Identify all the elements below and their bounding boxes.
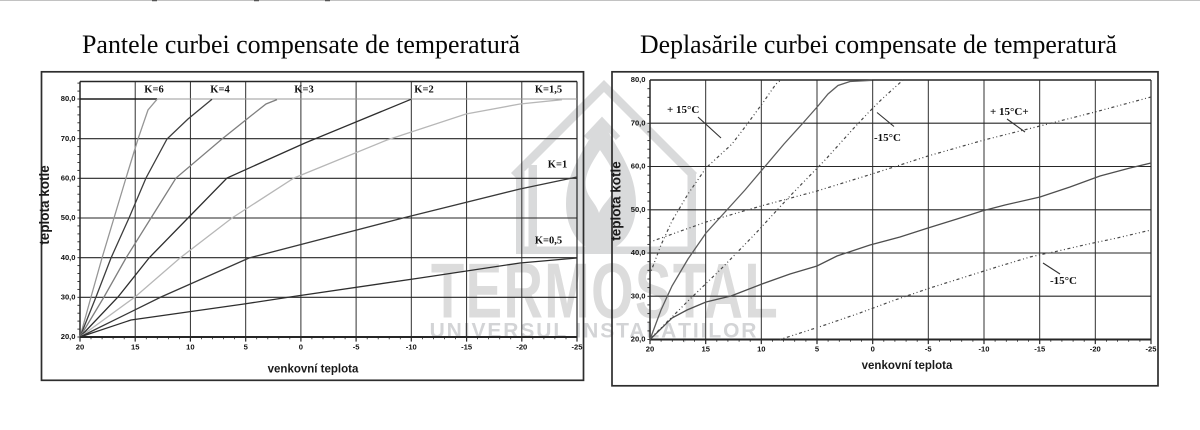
svg-text:-20: -20 <box>516 343 527 352</box>
svg-text:40,0: 40,0 <box>631 248 646 257</box>
svg-text:-10: -10 <box>406 343 417 352</box>
svg-text:0: 0 <box>299 343 303 352</box>
svg-text:-15: -15 <box>1034 345 1046 354</box>
svg-text:0: 0 <box>871 345 875 354</box>
svg-text:K=0,5: K=0,5 <box>535 236 562 247</box>
svg-text:K=1,5: K=1,5 <box>535 85 562 96</box>
svg-text:20,0: 20,0 <box>631 335 646 344</box>
svg-text:TERMOSTAL: TERMOSTAL <box>431 248 779 335</box>
svg-text:50,0: 50,0 <box>61 213 76 222</box>
svg-text:10: 10 <box>757 345 765 354</box>
svg-text:80,0: 80,0 <box>61 94 76 103</box>
svg-text:-10: -10 <box>979 345 990 354</box>
svg-text:60,0: 60,0 <box>631 162 646 171</box>
svg-text:30,0: 30,0 <box>61 293 76 302</box>
svg-text:K=4: K=4 <box>210 85 230 96</box>
svg-text:teplota kotle: teplota kotle <box>609 161 624 241</box>
svg-text:+ 15°C+: + 15°C+ <box>990 106 1029 118</box>
svg-text:20,0: 20,0 <box>61 332 76 341</box>
svg-text:15: 15 <box>701 345 710 354</box>
svg-text:-25: -25 <box>572 343 584 352</box>
svg-text:80,0: 80,0 <box>631 75 646 84</box>
svg-text:-15°C: -15°C <box>874 132 901 144</box>
svg-text:15: 15 <box>131 343 140 352</box>
svg-text:-20: -20 <box>1090 345 1101 354</box>
svg-text:teplota kotle: teplota kotle <box>37 165 52 245</box>
svg-text:50,0: 50,0 <box>631 205 646 214</box>
svg-text:-15°C: -15°C <box>1050 275 1077 287</box>
svg-text:+ 15°C: + 15°C <box>667 104 699 116</box>
svg-text:40,0: 40,0 <box>61 253 76 262</box>
svg-text:10: 10 <box>186 343 194 352</box>
svg-text:5: 5 <box>244 343 249 352</box>
svg-text:5: 5 <box>815 345 820 354</box>
svg-text:-25: -25 <box>1146 345 1158 354</box>
svg-text:60,0: 60,0 <box>61 174 76 183</box>
svg-text:K=1: K=1 <box>548 160 567 171</box>
svg-text:K=6: K=6 <box>144 85 163 96</box>
svg-text:K=3: K=3 <box>294 85 313 96</box>
svg-text:70,0: 70,0 <box>631 119 646 128</box>
svg-text:Pantele curbei compensate de t: Pantele curbei compensate de temperatură <box>82 30 520 59</box>
svg-text:-5: -5 <box>353 343 361 352</box>
svg-text:Deplasările curbei compensate: Deplasările curbei compensate de tempera… <box>640 30 1117 59</box>
svg-text:venkovní teplota: venkovní teplota <box>268 364 359 376</box>
svg-text:venkovní teplota: venkovní teplota <box>862 360 953 372</box>
svg-text:-5: -5 <box>925 345 933 354</box>
svg-text:K=2: K=2 <box>414 85 433 96</box>
svg-text:20: 20 <box>76 343 84 352</box>
svg-text:70,0: 70,0 <box>61 134 76 143</box>
svg-text:30,0: 30,0 <box>631 291 646 300</box>
svg-text:-15: -15 <box>461 343 473 352</box>
svg-text:20: 20 <box>646 345 654 354</box>
